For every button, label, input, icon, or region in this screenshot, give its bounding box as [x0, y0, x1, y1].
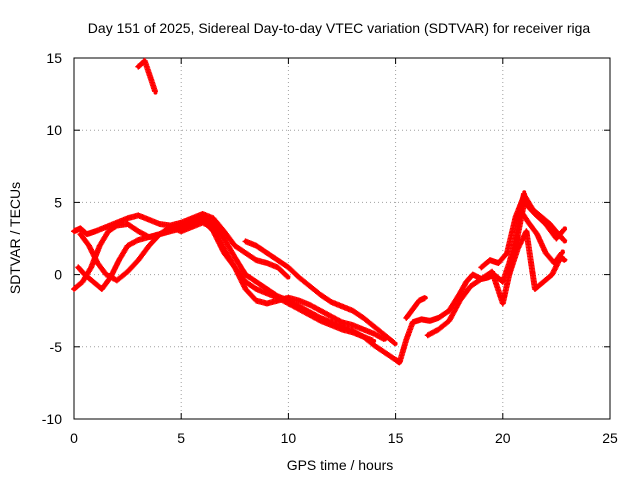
plus-marker [560, 236, 567, 243]
plus-marker [560, 227, 567, 234]
plus-marker [391, 339, 398, 346]
y-tick-label: -5 [50, 339, 63, 355]
series-track-6 [242, 238, 398, 346]
plus-marker [561, 256, 568, 263]
y-axis-label: SDTVAR / TECUs [7, 182, 23, 294]
plus-marker [151, 88, 158, 95]
axis-ticks: 0 5 10 15 20 25 -10 -5 0 5 10 15 [42, 50, 618, 446]
plus-marker [558, 249, 565, 256]
x-tick-label: 5 [177, 430, 185, 446]
y-tick-label: 10 [46, 122, 62, 138]
y-tick-label: 15 [46, 50, 62, 66]
grid-lines [74, 58, 610, 419]
plus-marker [369, 337, 376, 344]
series-track-12 [516, 206, 565, 267]
y-tick-label: 5 [54, 194, 62, 210]
plus-marker [284, 273, 291, 280]
series-track-5 [77, 219, 387, 342]
y-tick-label: -10 [42, 411, 62, 427]
plus-marker [561, 237, 568, 244]
y-tick-label: 0 [54, 267, 62, 283]
series-track-1 [135, 57, 158, 95]
plus-marker [283, 272, 290, 279]
plus-marker [561, 226, 568, 233]
series-track-3 [71, 213, 403, 366]
series-track-2 [71, 210, 291, 280]
series-track-8 [403, 295, 428, 321]
x-tick-label: 0 [70, 430, 78, 446]
x-tick-label: 15 [388, 430, 404, 446]
x-tick-label: 25 [602, 430, 618, 446]
data-points [71, 57, 568, 366]
plus-marker [558, 250, 565, 257]
x-tick-label: 10 [281, 430, 297, 446]
series-track-10 [478, 192, 568, 271]
plus-marker [390, 338, 397, 345]
x-tick-label: 20 [495, 430, 511, 446]
chart-title: Day 151 of 2025, Sidereal Day-to-day VTE… [88, 20, 591, 36]
x-axis-label: GPS time / hours [287, 457, 394, 473]
plus-marker [421, 295, 428, 302]
plot-frame [73, 57, 611, 420]
